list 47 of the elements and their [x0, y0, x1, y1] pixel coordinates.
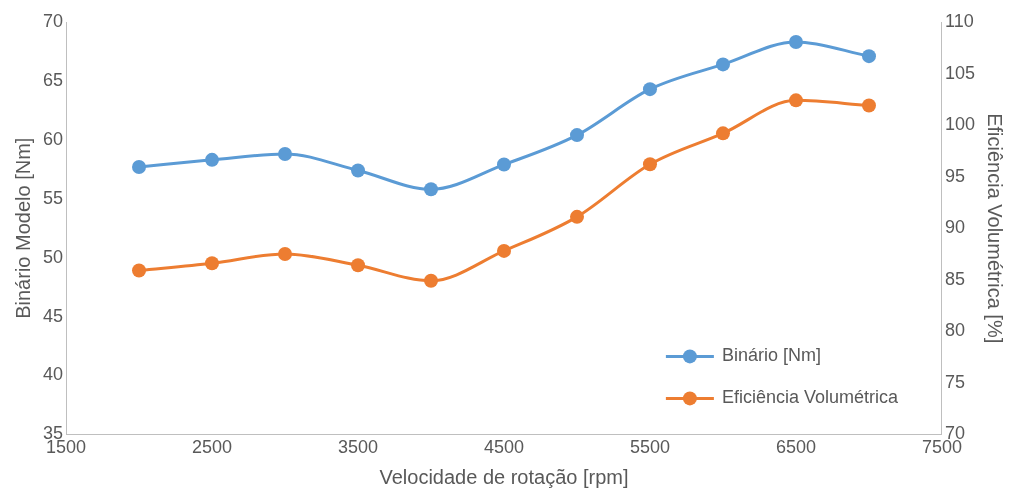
- point: [715, 57, 730, 72]
- y2-tick-label: 80: [944, 320, 965, 341]
- point: [205, 152, 220, 167]
- point: [642, 157, 657, 172]
- y-tick-label: 70: [42, 10, 64, 31]
- y2-tick-label: 100: [944, 114, 976, 135]
- y2-tick-label: 95: [944, 165, 965, 186]
- y2-axis-title: Eficiência Volumétrica [%]: [984, 113, 1007, 344]
- x-tick-label: 2500: [191, 437, 233, 458]
- y-tick-label: 50: [42, 246, 64, 267]
- y2-tick-label: 105: [944, 62, 976, 83]
- legend-label: Eficiência Volumétrica: [721, 387, 899, 408]
- y-axis-title: Binário Modelo [Nm]: [11, 137, 34, 319]
- x-axis-title: Velocidade de rotação [rpm]: [379, 465, 629, 488]
- point: [861, 98, 876, 113]
- legend-label: Binário [Nm]: [721, 345, 821, 366]
- point: [497, 243, 511, 258]
- x-tick-label: 3500: [337, 437, 379, 458]
- y-tick-label: 40: [42, 364, 64, 385]
- point: [569, 209, 584, 224]
- point: [569, 128, 584, 143]
- point: [424, 273, 438, 288]
- y2-tick-label: 110: [944, 10, 974, 31]
- y2-tick-label: 90: [944, 217, 965, 238]
- point: [715, 126, 730, 141]
- point: [788, 35, 803, 50]
- point: [132, 159, 147, 174]
- point: [642, 82, 657, 97]
- point: [132, 263, 147, 278]
- point: [788, 93, 803, 108]
- x-tick-label: 6500: [775, 437, 816, 458]
- point: [351, 163, 365, 178]
- point: [861, 49, 876, 64]
- point: [278, 246, 293, 261]
- point: [424, 182, 438, 197]
- y-tick-label: 60: [42, 128, 64, 149]
- point: [497, 157, 511, 172]
- y-tick-label: 65: [42, 69, 64, 90]
- y2-tick-label: 85: [944, 268, 965, 289]
- x-tick-label: 5500: [629, 437, 671, 458]
- y-tick-label: 45: [42, 305, 64, 326]
- y2-tick-label: 75: [944, 371, 965, 392]
- point: [278, 146, 293, 161]
- y-tick-label: 55: [42, 187, 64, 208]
- point: [351, 258, 365, 273]
- x-tick-label: 4500: [483, 437, 525, 458]
- point: [205, 256, 220, 271]
